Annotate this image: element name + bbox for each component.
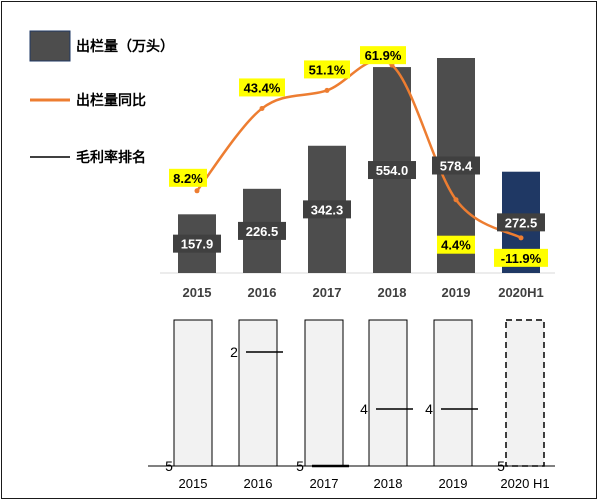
volume-value-label: 226.5 [246,224,279,239]
yoy-point [518,235,524,241]
volume-label-bg [497,213,545,232]
yoy-label-bg [360,46,406,65]
rank-box-2015 [173,319,213,467]
rank-value-label: 4 [360,401,368,417]
rank-box-2019 [433,319,473,467]
top-x-tick-label: 2019 [442,285,471,300]
top-x-tick-label: 2020H1 [498,285,544,300]
yoy-value-label: 51.1% [309,62,346,77]
legend-label-rank: 毛利率排名 [76,149,146,166]
volume-value-label: 554.0 [376,163,409,178]
volume-label-bg [238,221,286,240]
yoy-label-bg [494,248,548,267]
yoy-point [453,197,459,203]
rank-box-2018 [368,319,408,467]
rank-box-2020 H1 [505,319,545,467]
yoy-point [324,87,330,93]
legend-swatch-volume [29,30,71,62]
yoy-value-label: 4.4% [441,238,471,253]
legend-label-yoy: 出栏量同比 [76,92,146,109]
bottom-x-tick-label: 2015 [179,476,208,491]
volume-label-bg [173,234,221,253]
top-x-tick-label: 2016 [248,285,277,300]
legend: 出栏量（万头） 出栏量同比 毛利率排名 [29,30,174,166]
volume-value-label: 342.3 [311,202,344,217]
rank-value-label: 4 [425,401,433,417]
bottom-x-tick-label: 2020 H1 [500,476,549,491]
volume-label-bg [368,161,416,180]
yoy-label-bg [437,235,475,254]
yoy-value-label: -11.9% [501,251,542,266]
volume-label-bg [303,200,351,219]
rank-box-2017 [304,319,344,467]
rank-box-2016 [238,319,278,467]
yoy-value-label: 61.9% [365,48,402,63]
rank-value-label: 2 [230,344,238,360]
yoy-point [194,188,200,194]
yoy-label-bg [169,168,207,187]
yoy-label-bg [304,60,350,79]
legend-label-volume: 出栏量（万头） [76,38,174,55]
top-x-tick-label: 2015 [183,285,212,300]
volume-label-bg [432,156,480,175]
yoy-value-label: 43.4% [244,80,281,95]
bottom-x-tick-label: 2019 [439,476,468,491]
yoy-point [259,105,265,111]
volume-value-label: 157.9 [181,237,214,252]
top-x-tick-label: 2017 [313,285,342,300]
volume-value-label: 578.4 [440,159,473,174]
volume-value-label: 272.5 [505,215,538,230]
bottom-x-tick-label: 2016 [244,476,273,491]
yoy-value-label: 8.2% [173,171,203,186]
top-x-tick-label: 2018 [378,285,407,300]
yoy-label-bg [239,78,285,97]
bottom-x-tick-label: 2017 [310,476,339,491]
bottom-x-tick-label: 2018 [374,476,403,491]
